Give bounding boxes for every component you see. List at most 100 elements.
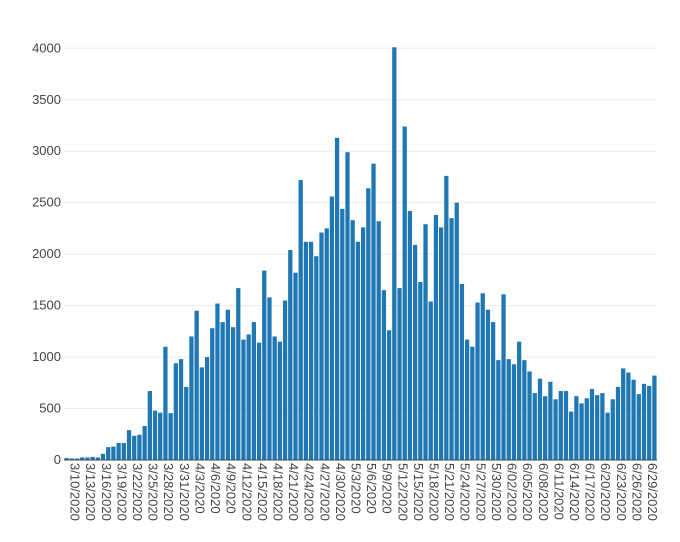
bar — [132, 435, 137, 460]
bar — [454, 202, 459, 460]
bar — [262, 270, 267, 460]
x-tick-label: 4/18/2020 — [270, 463, 285, 521]
x-tick-label: 4/9/2020 — [224, 463, 239, 514]
bar — [236, 288, 241, 460]
x-tick-label: 4/27/2020 — [317, 463, 332, 521]
x-tick-label: 6/08/2020 — [536, 463, 551, 521]
bar — [111, 446, 116, 460]
x-tick-label: 5/6/2020 — [364, 463, 379, 514]
y-tick-label: 3000 — [32, 143, 61, 158]
bar — [137, 434, 142, 460]
bar — [589, 388, 595, 460]
bar — [215, 303, 220, 460]
bar — [64, 457, 69, 460]
bar — [225, 309, 230, 460]
x-tick-label: 6/26/2020 — [629, 463, 644, 521]
x-tick-label: 3/28/2020 — [161, 463, 176, 521]
bar — [407, 210, 413, 460]
bar — [298, 180, 303, 461]
bar — [282, 300, 288, 460]
bar — [465, 339, 470, 460]
bar — [126, 430, 132, 460]
bar — [168, 413, 173, 460]
bar — [636, 394, 641, 460]
bar — [470, 346, 475, 460]
x-tick-label: 5/15/2020 — [411, 463, 426, 521]
bar — [496, 360, 501, 460]
bar — [418, 281, 423, 460]
bar — [480, 293, 485, 460]
bar — [277, 341, 283, 460]
x-axis-tick-labels: 3/10/2020 3/13/2020 3/16/2020 3/19/2020 3/22… — [68, 463, 660, 521]
bar — [90, 456, 95, 460]
y-tick-label: 500 — [39, 401, 61, 416]
bar — [527, 371, 532, 460]
x-tick-label: 6/29/2020 — [645, 463, 660, 521]
x-tick-label: 5/9/2020 — [380, 463, 395, 514]
bar — [147, 391, 152, 460]
y-tick-label: 4000 — [32, 40, 61, 55]
bar — [158, 412, 163, 460]
bar — [85, 457, 90, 460]
bar — [340, 208, 345, 460]
x-tick-label: 6/23/2020 — [614, 463, 629, 521]
bar — [412, 244, 418, 460]
y-tick-label: 2500 — [32, 195, 61, 210]
x-tick-label: 6/11/2020 — [551, 463, 566, 520]
bar — [475, 302, 480, 460]
x-tick-label: 5/27/2020 — [473, 463, 488, 521]
bar — [543, 396, 548, 460]
bar — [142, 426, 147, 460]
bar — [397, 288, 402, 460]
bar — [631, 379, 636, 460]
bar — [74, 458, 80, 460]
bar — [324, 228, 329, 460]
x-tick-label: 3/16/2020 — [99, 463, 114, 521]
bar — [350, 220, 355, 460]
bar — [537, 378, 543, 460]
bar — [517, 341, 522, 460]
bar — [220, 322, 225, 460]
bar — [621, 368, 626, 460]
bar — [360, 227, 366, 460]
bar — [366, 188, 371, 460]
bar — [329, 196, 335, 460]
x-tick-label: 6/17/2020 — [583, 463, 598, 521]
y-gridlines — [64, 47, 657, 410]
bar — [511, 364, 517, 460]
y-tick-label: 3500 — [32, 92, 61, 107]
bar — [615, 386, 621, 460]
bar — [522, 360, 527, 460]
bar — [204, 357, 210, 460]
bar — [449, 218, 454, 460]
x-tick-label: 4/3/2020 — [192, 463, 207, 514]
bar — [647, 385, 652, 460]
bar — [371, 163, 376, 460]
bar — [184, 386, 189, 460]
bar — [444, 175, 449, 461]
bar — [241, 339, 246, 460]
bar — [121, 443, 126, 460]
y-axis-tick-labels: 0 500 1000 1500 2000 2500 3000 3500 4000 — [32, 40, 61, 467]
x-tick-label: 3/19/2020 — [114, 463, 129, 521]
bar — [563, 391, 569, 460]
bar — [319, 232, 324, 460]
bar — [189, 336, 194, 460]
bar — [293, 272, 298, 460]
x-tick-label: 6/20/2020 — [598, 463, 613, 521]
x-tick-label: 5/12/2020 — [395, 463, 410, 521]
bar — [438, 227, 444, 460]
bar — [605, 412, 610, 460]
x-tick-label: 5/3/2020 — [349, 463, 364, 514]
bar — [314, 256, 319, 460]
bar — [626, 372, 631, 460]
bar — [600, 393, 605, 460]
x-tick-label: 3/10/2020 — [68, 463, 83, 521]
bar — [288, 250, 293, 460]
bar — [569, 411, 574, 460]
x-tick-label: 6/05/2020 — [520, 463, 535, 521]
x-tick-label: 5/21/2020 — [442, 463, 457, 521]
bar — [641, 383, 647, 460]
x-tick-label: 4/15/2020 — [255, 463, 270, 521]
